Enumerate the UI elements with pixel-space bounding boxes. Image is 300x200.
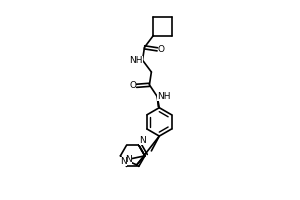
- Text: O: O: [130, 81, 136, 90]
- Text: N: N: [125, 155, 132, 164]
- Text: O: O: [157, 45, 164, 54]
- Text: N: N: [120, 157, 127, 166]
- Text: NH: NH: [157, 92, 171, 101]
- Text: NH: NH: [129, 56, 142, 65]
- Text: N: N: [139, 136, 146, 145]
